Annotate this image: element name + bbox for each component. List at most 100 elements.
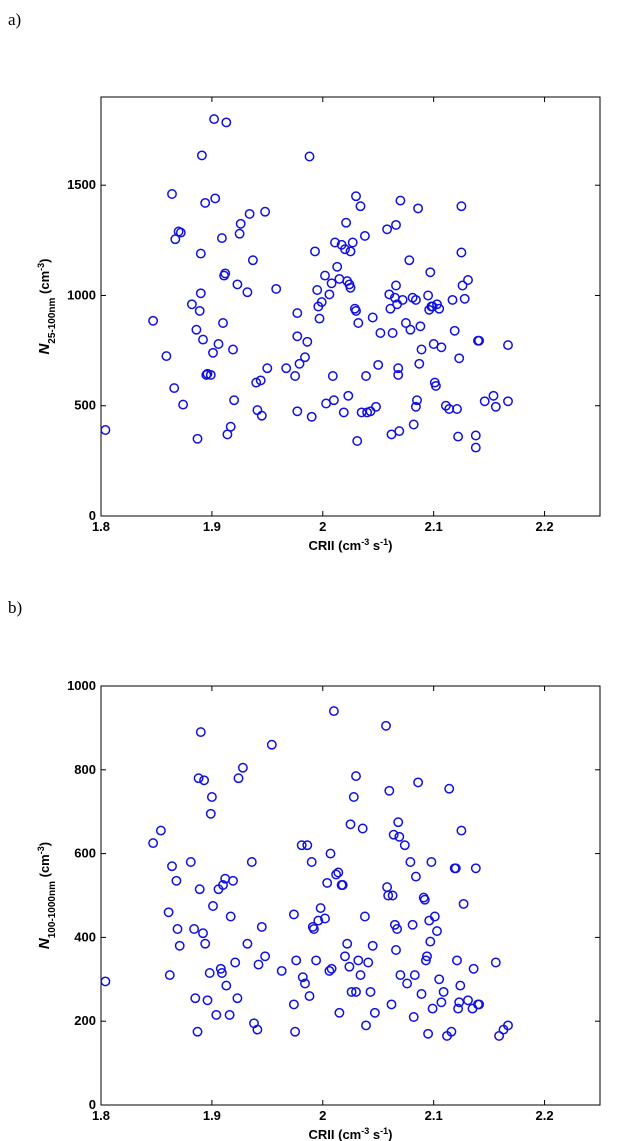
data-point: [438, 986, 449, 997]
x-axis-label: CRII (cm-3 s-1): [309, 537, 393, 553]
data-point: [457, 280, 468, 291]
data-point: [306, 857, 317, 867]
data-point: [351, 986, 361, 997]
data-point: [455, 980, 466, 991]
data-point: [365, 986, 376, 997]
data-point: [395, 195, 406, 206]
data-point: [262, 363, 273, 374]
y-tick-label: 600: [74, 846, 96, 861]
data-point: [422, 951, 432, 962]
data-point: [288, 999, 299, 1010]
data-point: [194, 305, 205, 316]
data-point: [355, 201, 366, 212]
data-point: [394, 426, 405, 437]
panel-label-b: b): [8, 598, 23, 617]
data-point: [100, 976, 111, 987]
data-point: [454, 353, 465, 364]
data-point: [199, 775, 210, 786]
data-point: [337, 880, 348, 890]
data-point: [503, 340, 513, 351]
data-point: [100, 425, 111, 435]
data-point: [260, 951, 271, 962]
data-point: [175, 227, 186, 238]
data-point: [381, 720, 391, 731]
data-point: [232, 993, 243, 1004]
data-point: [190, 993, 201, 1004]
data-point: [220, 268, 231, 279]
data-point: [456, 201, 467, 212]
data-point: [169, 383, 180, 394]
data-point: [221, 980, 232, 991]
data-point: [373, 359, 384, 370]
data-point: [206, 792, 217, 802]
data-point: [434, 303, 445, 314]
data-point: [326, 278, 337, 289]
y-tick-label: 800: [74, 762, 96, 777]
data-point: [359, 911, 370, 922]
x-axis-label: CRII (cm-3 s-1): [309, 1126, 393, 1141]
data-point: [192, 433, 203, 444]
data-point: [340, 244, 350, 255]
data-point: [463, 275, 473, 285]
data-point: [432, 926, 442, 937]
data-point: [357, 823, 368, 834]
data-point: [191, 324, 202, 335]
data-point: [415, 321, 426, 332]
data-point: [458, 898, 469, 909]
data-point: [447, 294, 458, 305]
data-point: [459, 293, 470, 304]
x-tick-label: 1.9: [203, 519, 221, 534]
data-point: [400, 318, 411, 328]
data-point: [456, 825, 467, 836]
data-point: [405, 857, 416, 867]
data-point: [343, 390, 354, 401]
data-point: [210, 193, 221, 204]
data-point: [316, 297, 327, 308]
data-point: [359, 230, 370, 241]
data-point: [315, 903, 326, 914]
data-point: [430, 380, 441, 391]
data-point: [260, 206, 271, 217]
data-point: [352, 436, 363, 446]
data-point: [333, 867, 344, 878]
data-point: [252, 1024, 263, 1035]
data-point: [225, 421, 236, 432]
data-point: [171, 875, 182, 886]
data-point: [204, 968, 215, 978]
data-point: [167, 189, 177, 199]
data-point: [297, 972, 308, 983]
data-point: [201, 369, 212, 380]
data-point: [391, 945, 401, 955]
data-point: [256, 921, 267, 932]
data-point: [306, 411, 317, 422]
data-point: [233, 773, 244, 784]
data-point: [405, 324, 416, 335]
data-point: [276, 965, 287, 976]
data-point: [328, 395, 339, 406]
data-point: [387, 890, 398, 901]
x-tick-label: 2.2: [536, 1108, 554, 1123]
data-point: [167, 861, 177, 872]
data-point: [242, 287, 253, 298]
data-point: [386, 999, 397, 1010]
data-point: [221, 117, 232, 128]
y-tick-label: 1500: [67, 177, 96, 192]
data-point: [383, 890, 394, 901]
data-point: [213, 339, 224, 349]
data-point: [361, 371, 371, 381]
data-point: [410, 294, 421, 305]
data-point: [198, 928, 208, 939]
data-point: [161, 351, 172, 362]
data-point: [290, 371, 301, 381]
data-point: [474, 335, 485, 346]
data-point: [342, 938, 353, 949]
data-point: [393, 363, 404, 374]
data-point: [423, 1028, 434, 1039]
data-point: [216, 968, 227, 978]
data-point: [172, 924, 183, 934]
y-tick-label: 1000: [67, 287, 96, 302]
data-point: [367, 940, 378, 951]
data-point: [369, 1007, 380, 1018]
data-point: [215, 963, 226, 974]
